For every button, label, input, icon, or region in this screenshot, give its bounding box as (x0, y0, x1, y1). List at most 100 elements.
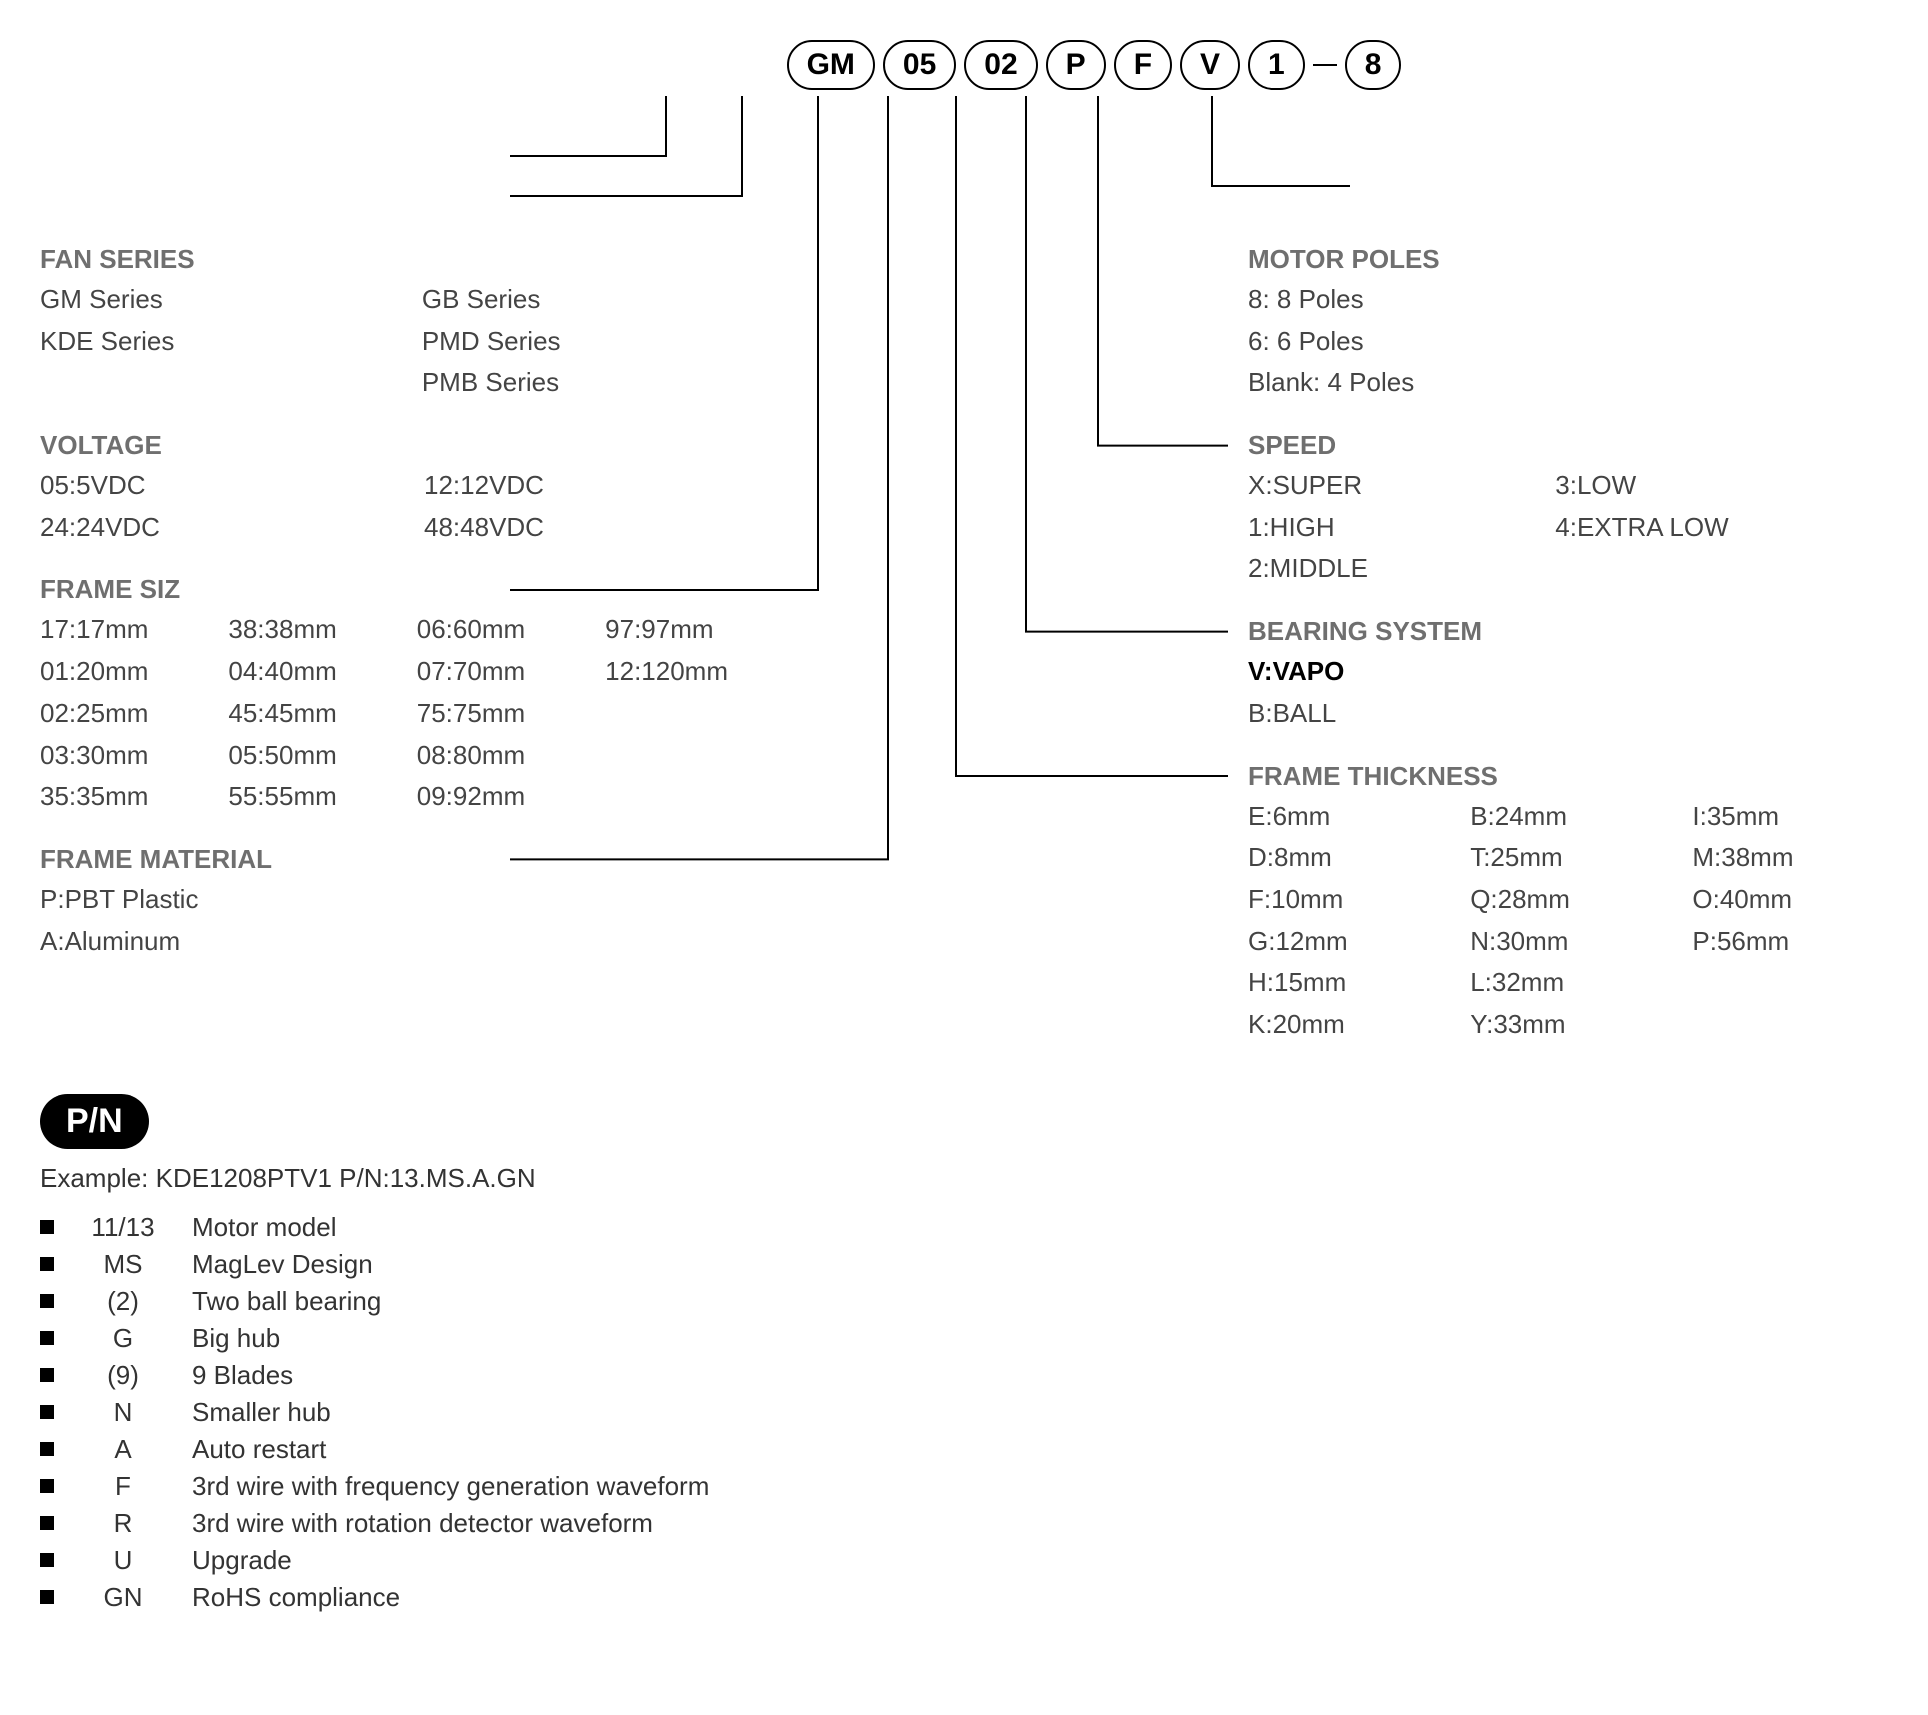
section-title: BEARING SYSTEM (1248, 616, 1888, 647)
section-item: 03:30mm (40, 737, 200, 775)
pn-code: R (78, 1508, 168, 1539)
section-items: V:VAPOB:BALL (1248, 653, 1888, 732)
section-title: FAN SERIES (40, 244, 780, 275)
section-item: 08:80mm (417, 737, 577, 775)
section-item (605, 737, 780, 775)
pn-description: MagLev Design (192, 1249, 373, 1280)
section-item: PMB Series (422, 364, 780, 402)
section-items: 17:17mm 38:38mm 06:60mm 97:97mm 01:20mm 04:40… (40, 611, 780, 815)
section-items: 05:5VDC12:12VDC24:24VDC48:48VDC (40, 467, 780, 546)
square-bullet-icon (40, 1331, 54, 1345)
section-item: 17:17mm (40, 611, 200, 649)
pn-row: R 3rd wire with rotation detector wavefor… (40, 1508, 1888, 1539)
section-item: O:40mm (1692, 881, 1888, 919)
section-item: 48:48VDC (424, 509, 780, 547)
section-title: VOLTAGE (40, 430, 780, 461)
section-items: GM SeriesGB SeriesKDE SeriesPMD Series P… (40, 281, 780, 402)
section-item: P:PBT Plastic (40, 881, 780, 919)
section-item: N:30mm (1470, 923, 1664, 961)
part-number-code-row: GM0502PFV18 (300, 40, 1888, 90)
code-pill: 02 (964, 40, 1037, 90)
section-item (1555, 550, 1888, 588)
pn-row: U Upgrade (40, 1545, 1888, 1576)
code-pill: P (1046, 40, 1106, 90)
section-items: 8: 8 Poles6: 6 PolesBlank: 4 Poles (1248, 281, 1888, 402)
code-pill: 1 (1248, 40, 1305, 90)
pn-description: Auto restart (192, 1434, 326, 1465)
connector-lines-top (40, 96, 1888, 216)
section-item: 05:5VDC (40, 467, 396, 505)
section-item: G:12mm (1248, 923, 1442, 961)
code-pill: GM (787, 40, 875, 90)
section-item: Blank: 4 Poles (1248, 364, 1888, 402)
pn-code: MS (78, 1249, 168, 1280)
pn-code: A (78, 1434, 168, 1465)
section-item: 07:70mm (417, 653, 577, 691)
section-item: B:BALL (1248, 695, 1888, 733)
section-item: 01:20mm (40, 653, 200, 691)
section-item: X:SUPER (1248, 467, 1527, 505)
pn-description: 3rd wire with frequency generation wavef… (192, 1471, 709, 1502)
section-item: T:25mm (1470, 839, 1664, 877)
pn-code: GN (78, 1582, 168, 1613)
pn-description: Smaller hub (192, 1397, 331, 1428)
section-item (40, 364, 394, 402)
section-item (605, 778, 780, 816)
pn-description: Big hub (192, 1323, 280, 1354)
pn-description: 3rd wire with rotation detector waveform (192, 1508, 653, 1539)
section-item: 06:60mm (417, 611, 577, 649)
section-items: E:6mmB:24mmI:35mmD:8mmT:25mmM:38mmF:10mm… (1248, 798, 1888, 1044)
section-item: Y:33mm (1470, 1006, 1664, 1044)
section-title: MOTOR POLES (1248, 244, 1888, 275)
section-item: 35:35mm (40, 778, 200, 816)
section-item: GB Series (422, 281, 780, 319)
pn-code: (9) (78, 1360, 168, 1391)
pn-code: G (78, 1323, 168, 1354)
pn-row: A Auto restart (40, 1434, 1888, 1465)
square-bullet-icon (40, 1405, 54, 1419)
section-item (1692, 964, 1888, 1002)
section-item: E:6mm (1248, 798, 1442, 836)
section-item: H:15mm (1248, 964, 1442, 1002)
square-bullet-icon (40, 1442, 54, 1456)
section-item: 75:75mm (417, 695, 577, 733)
square-bullet-icon (40, 1479, 54, 1493)
section-item (605, 695, 780, 733)
section-items: X:SUPER3:LOW1:HIGH4:EXTRA LOW2:MIDDLE (1248, 467, 1888, 588)
square-bullet-icon (40, 1590, 54, 1604)
pn-row: 11/13Motor model (40, 1212, 1888, 1243)
section-item: KDE Series (40, 323, 394, 361)
section-item: A:Aluminum (40, 923, 780, 961)
section-item: 3:LOW (1555, 467, 1888, 505)
section-item: 38:38mm (228, 611, 388, 649)
code-pill: V (1180, 40, 1240, 90)
pn-row: GNRoHS compliance (40, 1582, 1888, 1613)
pn-badge: P/N (40, 1094, 149, 1149)
section-item: 2:MIDDLE (1248, 550, 1527, 588)
section-item: P:56mm (1692, 923, 1888, 961)
section-item: GM Series (40, 281, 394, 319)
section-item: F:10mm (1248, 881, 1442, 919)
section-item: 97:97mm (605, 611, 780, 649)
pn-description: Motor model (192, 1212, 337, 1243)
section-item: I:35mm (1692, 798, 1888, 836)
code-pill: F (1114, 40, 1172, 90)
section-item: B:24mm (1470, 798, 1664, 836)
section-title: FRAME THICKNESS (1248, 761, 1888, 792)
section-title: FRAME SIZ (40, 574, 780, 605)
section-item: 04:40mm (228, 653, 388, 691)
left-column: FAN SERIES GM Series GB Series KDE Series PM… (40, 216, 780, 1044)
pn-code: N (78, 1397, 168, 1428)
pn-code: U (78, 1545, 168, 1576)
pn-row: N Smaller hub (40, 1397, 1888, 1428)
pn-description: Upgrade (192, 1545, 292, 1576)
square-bullet-icon (40, 1257, 54, 1271)
section-item: 45:45mm (228, 695, 388, 733)
section-item: 8: 8 Poles (1248, 281, 1888, 319)
pn-row: (9)9 Blades (40, 1360, 1888, 1391)
pn-code: F (78, 1471, 168, 1502)
section-item: 4:EXTRA LOW (1555, 509, 1888, 547)
square-bullet-icon (40, 1516, 54, 1530)
pn-code: (2) (78, 1286, 168, 1317)
pn-section: P/N Example: KDE1208PTV1 P/N:13.MS.A.GN … (40, 1044, 1888, 1613)
